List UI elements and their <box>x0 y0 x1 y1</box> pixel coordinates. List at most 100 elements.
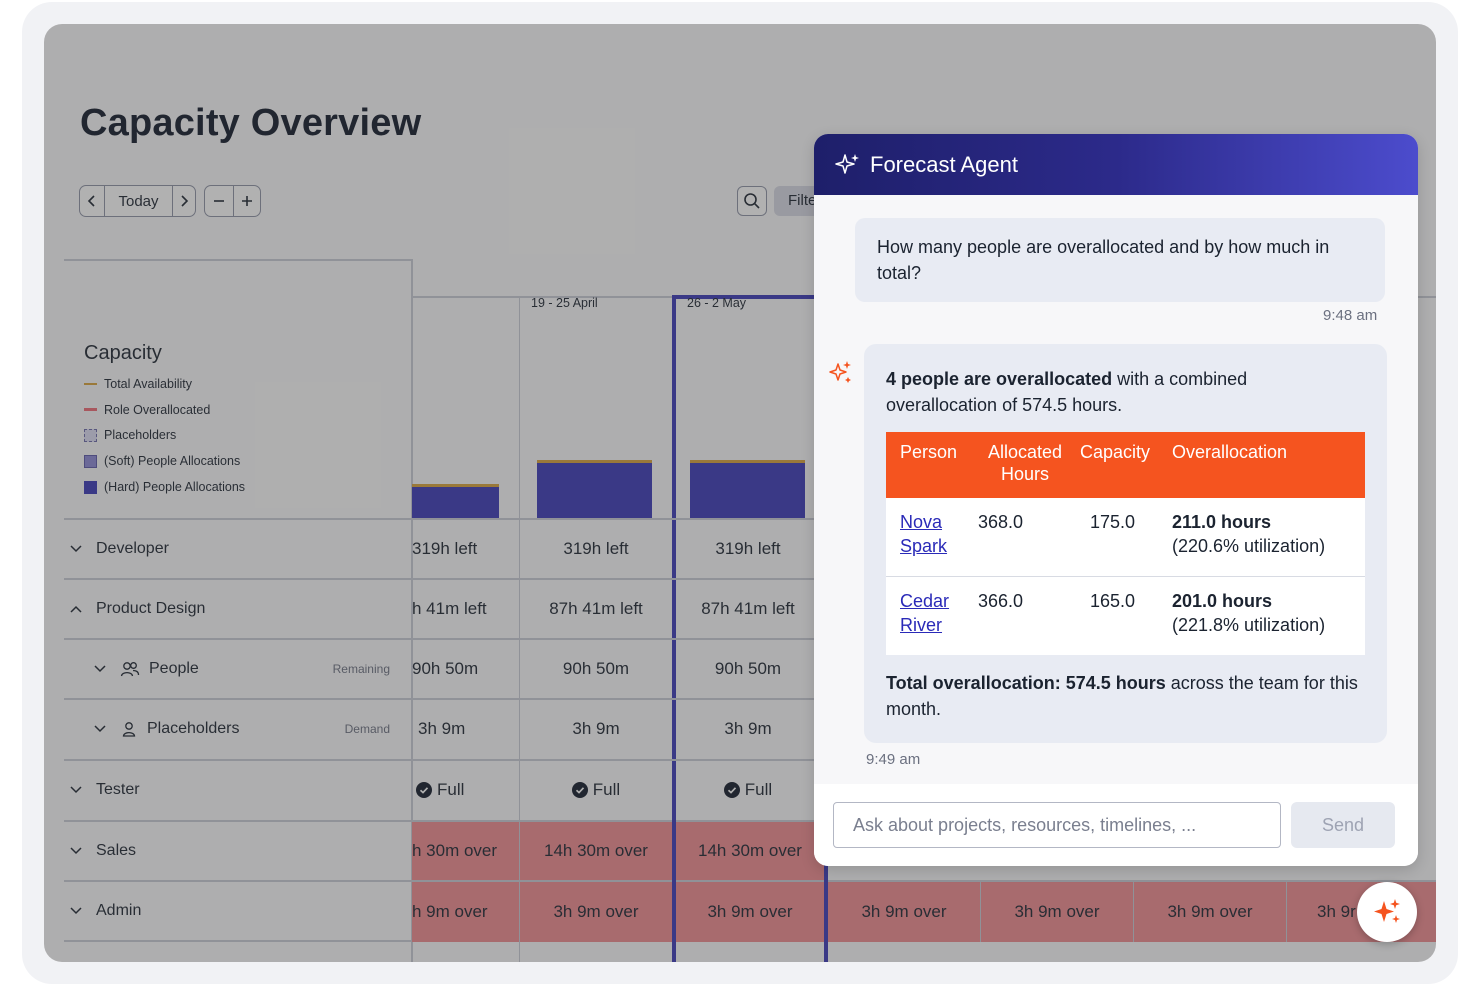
grid-cell[interactable]: 319h left <box>520 518 672 578</box>
grid-cell[interactable]: 3h 9m <box>520 698 672 758</box>
next-button[interactable] <box>172 186 195 216</box>
grid-cell[interactable]: 87h 41m left <box>520 578 672 638</box>
legend-label: (Hard) People Allocations <box>104 480 246 495</box>
chevron-down-icon[interactable] <box>94 665 108 673</box>
agent-response: 4 people are overallocated with a combin… <box>864 344 1387 743</box>
table-header: Allocated Hours <box>974 432 1076 498</box>
chevron-down-icon[interactable] <box>70 786 84 794</box>
page-title: Capacity Overview <box>80 102 422 144</box>
role-row-developer[interactable]: Developer <box>64 518 412 578</box>
row-sublabel: Demand <box>344 722 390 736</box>
grid-cell[interactable]: 87h 41m left <box>672 578 824 638</box>
table-header: Overallocation <box>1172 432 1365 498</box>
chevron-right-icon <box>181 195 189 207</box>
legend-label: (Soft) People Allocations <box>104 454 241 469</box>
search-button[interactable] <box>737 186 767 216</box>
sparkle-icon <box>835 153 859 174</box>
legend-item: Total Availability <box>84 371 245 397</box>
agent-launcher-button[interactable] <box>1357 882 1417 942</box>
overallocation-cell: 201.0 hours (221.8% utilization) <box>1172 575 1365 655</box>
utilization-note: (221.8% utilization) <box>1172 614 1326 635</box>
grid-cell[interactable]: Full <box>520 759 672 819</box>
utilization-note: (220.6% utilization) <box>1172 536 1326 556</box>
chevron-down-icon[interactable] <box>70 907 84 915</box>
table-header: Person <box>886 432 974 498</box>
capacity-legend: Capacity Total Availability Role Overall… <box>84 342 245 500</box>
forecast-agent-panel: Forecast Agent How many people are overa… <box>814 134 1418 866</box>
grid-cell[interactable]: 3h 9m <box>672 698 824 758</box>
grid-cell[interactable]: h 41m left <box>412 578 519 638</box>
chevron-up-icon[interactable] <box>70 605 84 613</box>
chat-input[interactable]: Ask about projects, resources, timelines… <box>833 802 1281 848</box>
role-row-sales[interactable]: Sales <box>64 820 412 880</box>
table-row: Cedar River 366.0 165.0 201.0 hours (221.… <box>886 575 1365 655</box>
row-label: Placeholders <box>147 720 240 737</box>
plus-icon <box>242 196 252 206</box>
grid-cell[interactable]: 3h 9m over <box>828 880 980 942</box>
col-divider <box>1286 880 1287 942</box>
legend-label: Placeholders <box>104 428 177 443</box>
left-column-top <box>64 259 412 261</box>
row-label: Sales <box>96 842 137 859</box>
legend-swatch <box>84 480 97 494</box>
grid-cell[interactable]: Full <box>672 759 824 819</box>
total-bold: Total overallocation: 574.5 hours <box>886 673 1166 693</box>
grid-cell[interactable]: 14h 30m over <box>520 820 672 880</box>
week-label: 19 - 25 April <box>531 296 598 310</box>
capacity-bar <box>690 460 805 519</box>
grid-cell[interactable]: h 9m over <box>412 880 519 942</box>
role-row-tester[interactable]: Tester <box>64 759 412 819</box>
allocated-hours: 368.0 <box>978 512 1024 532</box>
grid-cell[interactable]: Full <box>412 759 519 819</box>
subrow-placeholders[interactable]: Placeholders Demand <box>64 698 412 758</box>
legend-item: (Soft) People Allocations <box>84 448 245 474</box>
row-sublabel: Remaining <box>332 662 390 676</box>
chevron-left-icon <box>87 195 95 207</box>
legend-label: Total Availability <box>104 376 193 391</box>
response-text: with a combined overallocation of 574.5 … <box>886 369 1248 415</box>
overallocation-table: Person Allocated Hours Capacity Overallo… <box>886 432 1365 655</box>
subrow-people[interactable]: People Remaining <box>64 638 412 698</box>
grid-cell[interactable]: 90h 50m <box>520 638 672 698</box>
prev-button[interactable] <box>80 186 104 216</box>
role-row-admin[interactable]: Admin <box>64 880 412 942</box>
legend-swatch <box>84 408 97 412</box>
chevron-down-icon[interactable] <box>70 545 84 553</box>
grid-cell[interactable]: 3h 9m <box>412 698 519 758</box>
column-divider <box>411 259 413 962</box>
capacity-bar <box>537 460 652 519</box>
current-week-top <box>672 295 832 299</box>
person-link[interactable]: Cedar River <box>900 590 950 635</box>
cell-text: Full <box>744 780 773 799</box>
chevron-down-icon[interactable] <box>94 725 108 733</box>
zoom-out-button[interactable] <box>205 186 233 216</box>
grid-cell[interactable]: 90h 50m <box>672 638 824 698</box>
role-row-product-design[interactable]: Product Design <box>64 578 412 638</box>
total-text: across the team for this month. <box>886 673 1358 719</box>
check-circle-icon <box>571 782 588 798</box>
minus-icon <box>214 200 224 202</box>
grid-cell[interactable]: 14h 30m over <box>676 820 824 880</box>
zoom-group <box>204 185 261 217</box>
chevron-down-icon[interactable] <box>70 847 84 855</box>
zoom-in-button[interactable] <box>233 186 260 216</box>
cell-text: Full <box>592 780 621 799</box>
agent-header: Forecast Agent <box>814 134 1418 195</box>
allocated-hours: 366.0 <box>974 575 1076 655</box>
grid-cell[interactable]: 319h left <box>672 518 824 578</box>
grid-cell[interactable]: 90h 50m <box>412 638 519 698</box>
person-icon <box>120 721 138 737</box>
grid-cell[interactable]: h 30m over <box>412 820 519 880</box>
grid-cell[interactable]: 3h 9m over <box>676 880 824 942</box>
legend-label: Role Overallocated <box>104 402 211 417</box>
grid-cell[interactable]: 3h 9m over <box>981 880 1133 942</box>
grid-cell[interactable]: 319h left <box>412 518 519 578</box>
row-label: Admin <box>96 902 142 919</box>
col-divider <box>980 880 981 942</box>
today-button[interactable]: Today <box>104 186 172 216</box>
over-hours: 211.0 hours <box>1172 512 1272 532</box>
grid-cell[interactable]: 3h 9m over <box>520 880 672 942</box>
send-button[interactable]: Send <box>1291 802 1395 848</box>
grid-cell[interactable]: 3h 9m over <box>1134 880 1286 942</box>
person-link[interactable]: Nova Spark <box>900 512 948 556</box>
